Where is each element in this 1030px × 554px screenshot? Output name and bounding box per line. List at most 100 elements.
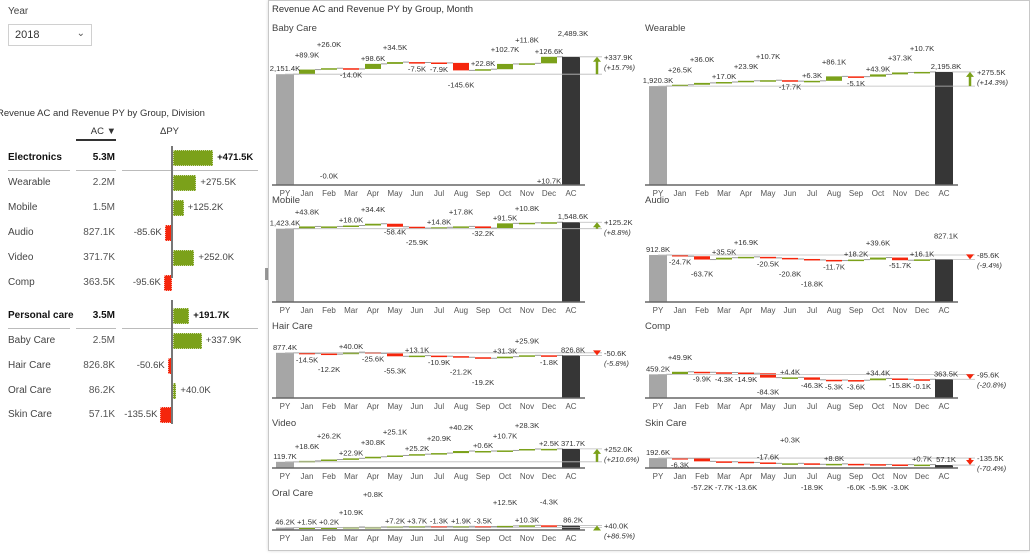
decrease-bar[interactable] [804, 377, 820, 380]
decrease-bar[interactable] [453, 356, 469, 358]
py-bar[interactable] [276, 228, 294, 302]
py-bar[interactable] [276, 461, 294, 468]
waterfall-chart-hair-care[interactable]: PY Jan Feb Mar Apr May Jun Jul Aug Sep Oct Nov Dec AC… [270, 333, 645, 422]
table-row[interactable]: Baby Care 2.5M +337.9K [0, 331, 262, 351]
increase-bar[interactable] [519, 222, 535, 225]
increase-bar[interactable] [716, 257, 732, 260]
ac-bar[interactable] [935, 71, 953, 185]
increase-bar[interactable] [541, 222, 557, 224]
increase-bar[interactable] [409, 355, 425, 358]
increase-bar[interactable] [870, 378, 886, 381]
decrease-bar[interactable] [475, 357, 491, 359]
py-bar[interactable] [649, 374, 667, 398]
increase-bar[interactable] [387, 455, 403, 457]
increase-bar[interactable] [519, 355, 535, 357]
py-bar[interactable] [276, 352, 294, 398]
decrease-bar[interactable] [694, 371, 710, 374]
decrease-bar[interactable] [343, 68, 359, 70]
increase-bar[interactable] [519, 525, 535, 527]
waterfall-chart-wearable[interactable]: PY Jan Feb Mar Apr May Jun Jul Aug Sep Oct Nov Dec AC… [643, 35, 1018, 209]
decrease-bar[interactable] [716, 461, 732, 463]
increase-bar[interactable] [914, 71, 930, 74]
ac-bar[interactable] [935, 379, 953, 398]
decrease-bar[interactable] [321, 353, 337, 356]
increase-bar[interactable] [497, 356, 513, 359]
increase-bar[interactable] [782, 463, 798, 465]
py-bar[interactable] [649, 254, 667, 302]
increase-bar[interactable] [497, 450, 513, 452]
increase-bar[interactable] [321, 459, 337, 462]
decrease-bar[interactable] [782, 80, 798, 82]
positive-delta-bar[interactable] [173, 200, 184, 216]
increase-bar[interactable] [475, 450, 491, 453]
decrease-bar[interactable] [694, 256, 710, 260]
increase-bar[interactable] [299, 226, 315, 229]
increase-bar[interactable] [321, 527, 337, 530]
increase-bar[interactable] [870, 74, 886, 77]
decrease-bar[interactable] [848, 76, 864, 78]
table-row[interactable]: Mobile 1.5M +125.2K [0, 198, 262, 218]
decrease-bar[interactable] [804, 463, 820, 465]
py-bar[interactable] [276, 527, 294, 530]
decrease-bar[interactable] [431, 62, 447, 64]
increase-bar[interactable] [497, 223, 513, 229]
decrease-bar[interactable] [914, 379, 930, 381]
increase-bar[interactable] [738, 80, 754, 83]
positive-delta-bar[interactable] [173, 308, 190, 324]
decrease-bar[interactable] [475, 526, 491, 528]
ac-bar[interactable] [935, 465, 953, 468]
table-row[interactable]: Hair Care 826.8K -50.6K [0, 356, 262, 376]
year-dropdown[interactable]: 2018 ⌄ [8, 24, 92, 46]
decrease-bar[interactable] [848, 463, 864, 466]
increase-bar[interactable] [431, 453, 447, 455]
increase-bar[interactable] [475, 69, 491, 71]
decrease-bar[interactable] [892, 257, 908, 261]
increase-bar[interactable] [321, 68, 337, 70]
increase-bar[interactable] [541, 448, 557, 451]
delta-py-column-header[interactable]: ΔPY [160, 126, 180, 137]
decrease-bar[interactable] [782, 257, 798, 260]
waterfall-chart-skin-care[interactable]: PY Jan Feb Mar Apr May Jun Jul Aug Sep Oct Nov Dec AC… [643, 430, 1018, 492]
increase-bar[interactable] [409, 526, 425, 528]
decrease-bar[interactable] [738, 372, 754, 375]
increase-bar[interactable] [672, 371, 688, 375]
waterfall-chart-comp[interactable]: PY Jan Feb Mar Apr May Jun Jul Aug Sep Oct Nov Dec AC… [643, 333, 1018, 422]
table-row[interactable]: Skin Care 57.1K -135.5K [0, 405, 262, 425]
decrease-bar[interactable] [804, 258, 820, 261]
table-row[interactable]: Oral Care 86.2K +40.0K [0, 381, 262, 401]
increase-bar[interactable] [365, 456, 381, 459]
decrease-bar[interactable] [387, 223, 403, 227]
decrease-bar[interactable] [848, 380, 864, 382]
increase-bar[interactable] [782, 377, 798, 379]
increase-bar[interactable] [321, 226, 337, 228]
increase-bar[interactable] [760, 80, 776, 82]
decrease-bar[interactable] [892, 378, 908, 380]
increase-bar[interactable] [299, 527, 315, 530]
increase-bar[interactable] [299, 69, 315, 75]
ac-column-header-sort[interactable]: AC ▼ [76, 126, 116, 141]
waterfall-chart-oral-care[interactable]: PY Jan Feb Mar Apr May Jun Jul Aug Sep Oct Nov Dec AC… [270, 490, 645, 554]
decrease-bar[interactable] [431, 526, 447, 528]
table-row[interactable]: Comp 363.5K -95.6K [0, 273, 262, 293]
decrease-bar[interactable] [409, 62, 425, 64]
decrease-bar[interactable] [475, 226, 491, 229]
waterfall-chart-baby-care[interactable]: PY Jan Feb Mar Apr May Jun Jul Aug Sep Oct Nov Dec AC… [270, 29, 645, 209]
increase-bar[interactable] [343, 225, 359, 228]
decrease-bar[interactable] [541, 355, 557, 357]
decrease-bar[interactable] [760, 373, 776, 378]
waterfall-chart-video[interactable]: PY Jan Feb Mar Apr May Jun Jul Aug Sep Oct Nov Dec AC… [270, 421, 645, 492]
ac-bar[interactable] [562, 222, 580, 302]
decrease-bar[interactable] [694, 458, 710, 462]
increase-bar[interactable] [738, 256, 754, 259]
positive-delta-bar[interactable] [173, 383, 177, 399]
decrease-bar[interactable] [672, 254, 688, 257]
waterfall-chart-mobile[interactable]: PY Jan Feb Mar Apr May Jun Jul Aug Sep Oct Nov Dec AC… [270, 171, 645, 326]
py-bar[interactable] [649, 86, 667, 185]
positive-delta-bar[interactable] [173, 175, 197, 191]
increase-bar[interactable] [497, 63, 513, 70]
negative-delta-bar[interactable] [163, 275, 172, 291]
decrease-bar[interactable] [870, 464, 886, 466]
decrease-bar[interactable] [826, 379, 842, 382]
increase-bar[interactable] [365, 63, 381, 69]
decrease-bar[interactable] [431, 355, 447, 358]
